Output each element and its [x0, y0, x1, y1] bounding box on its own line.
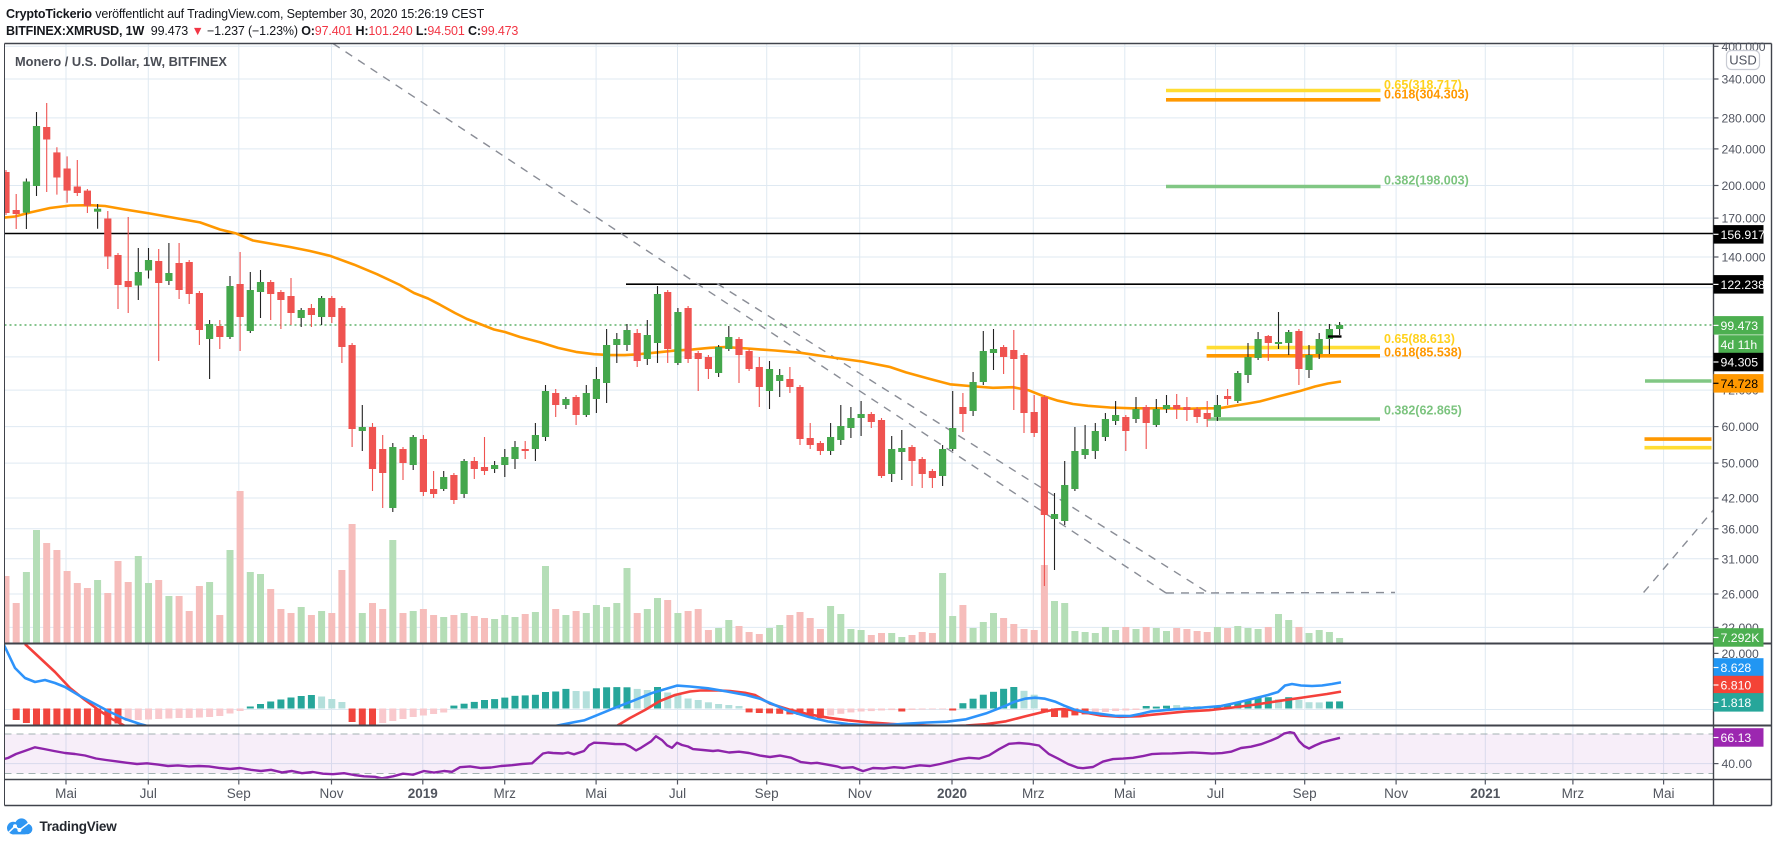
- svg-text:50.000: 50.000: [1722, 457, 1759, 471]
- svg-text:42.000: 42.000: [1722, 492, 1759, 506]
- svg-text:0.382(62.865): 0.382(62.865): [1384, 404, 1462, 418]
- svg-text:Nov: Nov: [1384, 786, 1408, 801]
- svg-text:31.000: 31.000: [1722, 552, 1759, 566]
- svg-text:170.000: 170.000: [1722, 212, 1766, 226]
- svg-text:340.000: 340.000: [1722, 73, 1766, 87]
- svg-text:2020: 2020: [937, 786, 967, 801]
- svg-text:Mai: Mai: [585, 786, 607, 801]
- svg-text:0.382(198.003): 0.382(198.003): [1384, 174, 1469, 188]
- svg-text:6.810: 6.810: [1721, 679, 1752, 693]
- svg-text:240.000: 240.000: [1722, 142, 1766, 156]
- svg-text:4d 11h: 4d 11h: [1721, 338, 1758, 352]
- svg-text:2021: 2021: [1470, 786, 1501, 801]
- svg-text:200.000: 200.000: [1722, 179, 1766, 193]
- svg-text:280.000: 280.000: [1722, 111, 1766, 125]
- svg-text:156.917: 156.917: [1721, 228, 1766, 242]
- svg-text:1.818: 1.818: [1721, 696, 1752, 710]
- svg-text:94.305: 94.305: [1721, 356, 1759, 370]
- svg-text:8.628: 8.628: [1721, 661, 1752, 675]
- svg-text:Nov: Nov: [319, 786, 343, 801]
- svg-text:Mrz: Mrz: [1022, 786, 1045, 801]
- svg-text:Jul: Jul: [1207, 786, 1224, 801]
- svg-text:Sep: Sep: [1293, 786, 1317, 801]
- svg-text:20.000: 20.000: [1722, 647, 1759, 661]
- svg-text:99.473: 99.473: [1721, 319, 1759, 333]
- svg-text:2019: 2019: [408, 786, 438, 801]
- svg-text:66.13: 66.13: [1721, 731, 1752, 745]
- svg-text:0.618(85.538): 0.618(85.538): [1384, 346, 1462, 360]
- svg-text:36.000: 36.000: [1722, 522, 1759, 536]
- svg-text:Jul: Jul: [140, 786, 157, 801]
- svg-text:Sep: Sep: [227, 786, 251, 801]
- svg-text:74.728: 74.728: [1721, 377, 1759, 391]
- svg-text:Jul: Jul: [669, 786, 686, 801]
- svg-text:USD: USD: [1729, 53, 1756, 68]
- svg-text:Nov: Nov: [848, 786, 872, 801]
- svg-text:140.000: 140.000: [1722, 251, 1766, 265]
- svg-text:Mrz: Mrz: [493, 786, 516, 801]
- svg-text:Monero / U.S. Dollar, 1W, BITF: Monero / U.S. Dollar, 1W, BITFINEX: [15, 54, 227, 69]
- svg-text:26.000: 26.000: [1722, 588, 1759, 602]
- svg-text:60.000: 60.000: [1722, 420, 1759, 434]
- svg-text:Mai: Mai: [1114, 786, 1136, 801]
- svg-text:7.292K: 7.292K: [1721, 631, 1761, 645]
- svg-text:40.00: 40.00: [1722, 757, 1753, 771]
- svg-text:122.238: 122.238: [1721, 278, 1766, 292]
- svg-text:Mai: Mai: [1653, 786, 1675, 801]
- svg-text:Mrz: Mrz: [1562, 786, 1585, 801]
- svg-text:0.65(318.717): 0.65(318.717): [1384, 78, 1462, 92]
- svg-text:Sep: Sep: [755, 786, 779, 801]
- svg-text:Mai: Mai: [55, 786, 77, 801]
- svg-text:0.618(304.303): 0.618(304.303): [1384, 88, 1469, 102]
- svg-text:0.65(88.613): 0.65(88.613): [1384, 332, 1455, 346]
